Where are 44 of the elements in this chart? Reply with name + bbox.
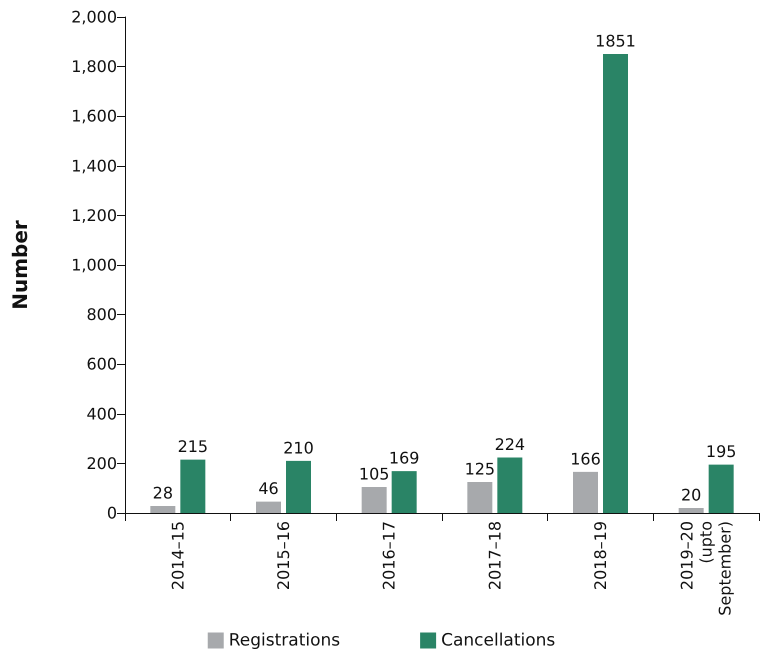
y-tick-label: 800: [86, 305, 117, 324]
y-tick-label: 600: [86, 354, 117, 374]
data-label: 125: [464, 460, 496, 478]
data-label: 28: [152, 484, 174, 503]
bar: [150, 506, 176, 513]
data-label: 210: [283, 438, 314, 458]
y-tick-label: 1,400: [71, 156, 117, 176]
x-tick-label: 2015–16: [274, 521, 293, 590]
y-axis-title: Number: [8, 220, 32, 310]
data-label: 215: [178, 437, 208, 456]
data-label: 169: [388, 448, 420, 468]
bar: [286, 460, 311, 513]
y-tick-label: 1,000: [71, 256, 117, 274]
bar: [392, 471, 417, 513]
x-tick-label: 2016–17: [380, 521, 399, 590]
bar: [497, 457, 522, 513]
data-label: 195: [706, 442, 736, 462]
x-tick-label: 2017–18: [485, 521, 504, 590]
data-label: 1851: [595, 31, 636, 50]
y-tick-label: 200: [86, 454, 117, 473]
y-tick-label: 400: [86, 404, 117, 424]
y-tick-label: 1,600: [71, 106, 117, 126]
bar: [467, 482, 492, 513]
y-tick-label: 1,800: [71, 57, 117, 76]
bar: [573, 472, 598, 513]
bar: [678, 508, 704, 513]
data-label: 20: [680, 486, 702, 505]
x-tick-label: 2019–20 (upto September): [678, 521, 735, 616]
data-label: 46: [258, 479, 279, 498]
legend-label: Registrations: [228, 630, 340, 650]
data-label: 105: [358, 464, 390, 484]
x-tick-label: 2018–19: [591, 521, 610, 590]
y-tick-label: 1,200: [71, 206, 117, 225]
legend-label: Cancellations: [441, 630, 556, 650]
bar: [256, 502, 281, 513]
bar: [708, 464, 734, 513]
data-label: 166: [570, 449, 601, 468]
y-tick-label: 2,000: [71, 8, 117, 26]
bar: [362, 486, 387, 513]
bar: [180, 460, 206, 513]
data-label: 224: [494, 434, 526, 454]
y-tick-label: 0: [106, 504, 117, 522]
x-tick-label: 2014–15: [168, 521, 188, 590]
bar: [603, 54, 628, 513]
